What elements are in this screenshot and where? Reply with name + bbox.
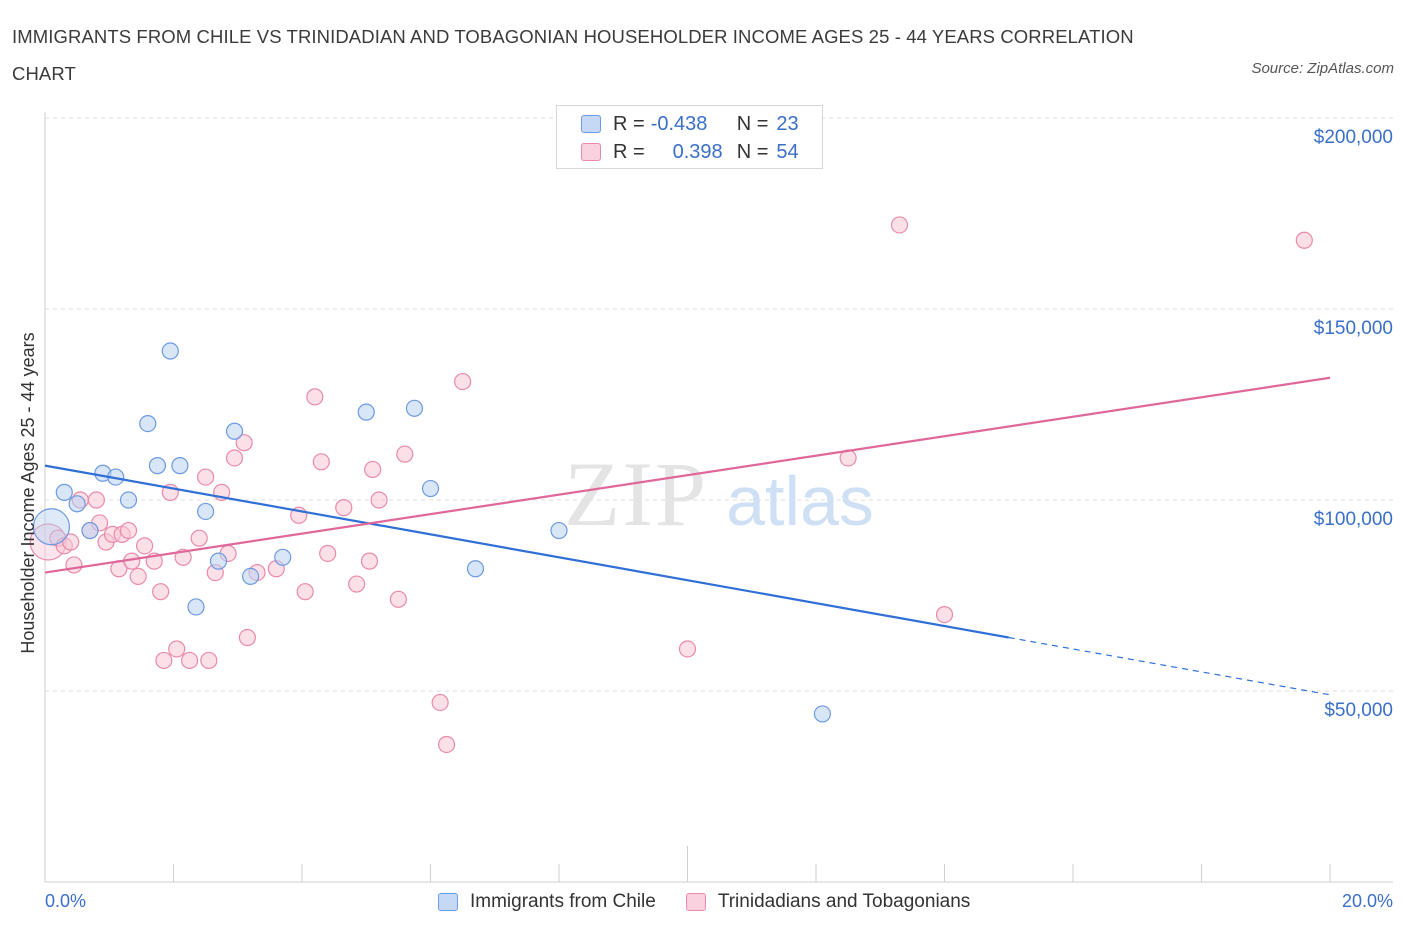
chile-point	[813, 705, 832, 723]
tt-point	[152, 583, 170, 601]
tt-point	[437, 735, 456, 754]
tt-point	[238, 628, 256, 647]
chile-point	[55, 483, 73, 501]
tt-point	[348, 575, 366, 593]
tt-point	[431, 693, 449, 712]
legend-n-value-chile: 23	[776, 112, 799, 135]
chile-point	[357, 403, 375, 421]
tt-point	[155, 651, 173, 670]
tt-point	[678, 640, 697, 658]
y-tick-labels: $50,000 $100,000 $150,000 $200,000	[1314, 127, 1393, 721]
tt-point	[235, 434, 253, 452]
chile-point	[274, 548, 292, 566]
legend-n-label: N =	[736, 140, 769, 163]
source-label: Source: ZipAtlas.com	[1251, 60, 1394, 77]
chile-point	[119, 491, 138, 509]
legend-label-chile: Immigrants from Chile	[470, 891, 656, 912]
tt-point	[364, 460, 382, 479]
tt-point	[312, 453, 330, 471]
tt-point	[1295, 231, 1313, 249]
legend-r-label: R =	[613, 112, 645, 135]
legend-item-chile: Immigrants from Chile	[438, 891, 656, 913]
legend-n-label: N =	[736, 112, 769, 135]
tt-point	[335, 499, 353, 517]
tt-point	[890, 216, 909, 234]
tt-point	[190, 529, 208, 547]
tt-point	[168, 640, 186, 658]
gridlines	[45, 117, 1393, 692]
chile-point	[81, 521, 99, 540]
watermark-zip: ZIP	[564, 443, 708, 545]
tt-point	[225, 449, 244, 467]
tt-point	[200, 651, 218, 670]
chile-trend-line	[44, 464, 1009, 639]
series-legend: Immigrants from Chile Trinidadians and T…	[438, 889, 1000, 915]
tt-point	[129, 567, 147, 586]
legend-label-tt: Trinidadians and Tobagonians	[717, 891, 971, 912]
tt-point	[389, 590, 407, 608]
tt-point	[296, 583, 314, 601]
tt-point	[396, 445, 414, 463]
y-tick-label: $50,000	[1324, 700, 1393, 721]
tt-trend-line	[44, 376, 1331, 574]
series-trinidadians-points	[29, 216, 1313, 754]
chile-point	[197, 502, 215, 521]
chile-legend-icon	[438, 893, 458, 911]
chile-point	[466, 560, 485, 578]
legend-r-label: R =	[613, 140, 645, 163]
watermark-atlas: atlas	[726, 462, 874, 540]
tt-point	[119, 521, 138, 540]
tt-point	[360, 552, 379, 570]
chile-point	[161, 342, 179, 360]
tt-point	[197, 468, 215, 486]
chile-point	[139, 415, 157, 433]
tt-swatch-icon	[581, 143, 601, 161]
tt-legend-icon	[685, 893, 706, 911]
series-chile-points	[32, 342, 832, 723]
legend-r-value-tt: 0.398	[672, 140, 723, 163]
chile-point	[550, 521, 568, 540]
tt-point	[935, 605, 954, 624]
chile-point	[225, 422, 244, 440]
chile-point	[421, 479, 440, 498]
tt-point	[319, 544, 337, 563]
chile-trend-extension	[1008, 636, 1331, 696]
y-tick-label: $100,000	[1314, 509, 1393, 530]
chile-point	[187, 598, 205, 616]
tt-point	[454, 372, 472, 391]
legend-item-tt: Trinidadians and Tobagonians	[685, 891, 971, 913]
chile-point	[242, 567, 260, 586]
chile-point	[171, 457, 189, 475]
legend-n-value-tt: 54	[776, 140, 799, 163]
tt-point	[135, 537, 154, 555]
legend-row-chile: R = -0.438 N = 23	[581, 111, 799, 137]
x-tick-label-min: 0.0%	[45, 891, 86, 911]
y-axis-label: Householder Income Ages 25 - 44 years	[18, 332, 38, 653]
tt-point	[62, 533, 80, 551]
axes	[44, 112, 1393, 883]
tt-point	[87, 491, 106, 509]
x-tick-label-max: 20.0%	[1342, 891, 1393, 911]
y-tick-label: $150,000	[1314, 318, 1393, 339]
trend-lines	[44, 376, 1331, 696]
chile-point	[32, 508, 71, 546]
chile-point	[148, 457, 167, 475]
chart-title: IMMIGRANTS FROM CHILE VS TRINIDADIAN AND…	[12, 26, 1134, 84]
tt-point	[180, 651, 199, 670]
tt-point	[65, 556, 83, 574]
chile-point	[209, 552, 228, 570]
chile-point	[68, 495, 86, 513]
correlation-legend: R = -0.438 N = 23 R = 0.398 N = 54	[556, 105, 823, 169]
tt-point	[370, 491, 388, 509]
watermark: ZIP atlas	[564, 443, 874, 545]
legend-r-value-chile: -0.438	[650, 112, 708, 135]
y-tick-label: $200,000	[1314, 127, 1393, 148]
tt-point	[306, 388, 324, 406]
legend-row-tt: R = 0.398 N = 54	[581, 139, 799, 165]
chile-point	[405, 399, 424, 417]
chile-swatch-icon	[581, 115, 601, 133]
